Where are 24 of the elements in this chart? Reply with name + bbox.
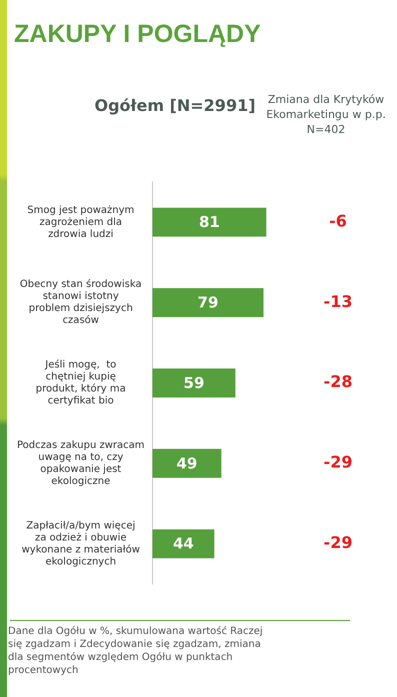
y-tick-label: Jeśli mogę, to chętniej kupię produkt, który ma certyfikat bio bbox=[36, 358, 126, 407]
text: -28 bbox=[324, 372, 352, 392]
text: -29 bbox=[324, 532, 352, 552]
data-label: 49 bbox=[176, 454, 198, 472]
data-label: 44 bbox=[172, 534, 194, 553]
text: -29 bbox=[324, 452, 352, 472]
text: Dane dla Ogółu w %, skumulowana wartość Raczej się zgadzam i Zdecydowanie się zgadzam, zmiana dla segmentów względem Ogółu w punktach procentowych bbox=[8, 625, 264, 677]
bar bbox=[152, 448, 222, 478]
chart-title: ZAKUPY I POGLĄDY bbox=[14, 20, 261, 49]
data-label: 81 bbox=[198, 213, 220, 232]
y-tick-label: Obecny stan środowiska stanowi istotny problem dzisiejszych czasów bbox=[20, 278, 142, 326]
y-tick-label: Zapłacił/a/bym więcej za odzież i obuwie wykonane z materiałów ekologicznych bbox=[22, 520, 140, 568]
y-tick-label: Podczas zakupu zwracam uwagę na to, czy opakowanie jest ekologiczne bbox=[17, 440, 144, 487]
bar bbox=[152, 288, 264, 318]
text: -6 bbox=[329, 211, 347, 230]
data-label: 79 bbox=[198, 293, 218, 312]
data-label: 59 bbox=[184, 374, 204, 392]
text: Ogółem [N=2991] bbox=[93, 96, 257, 115]
bar bbox=[152, 208, 266, 237]
bar bbox=[152, 529, 214, 558]
text: -13 bbox=[324, 292, 352, 311]
bar bbox=[152, 368, 236, 398]
text: Zmiana dla Krytyków Ekomarketingu w p.p. N=402 bbox=[265, 92, 387, 137]
y-tick-label: Smog jest poważnym zagrożeniem dla zdrowia ludzi bbox=[27, 204, 134, 240]
